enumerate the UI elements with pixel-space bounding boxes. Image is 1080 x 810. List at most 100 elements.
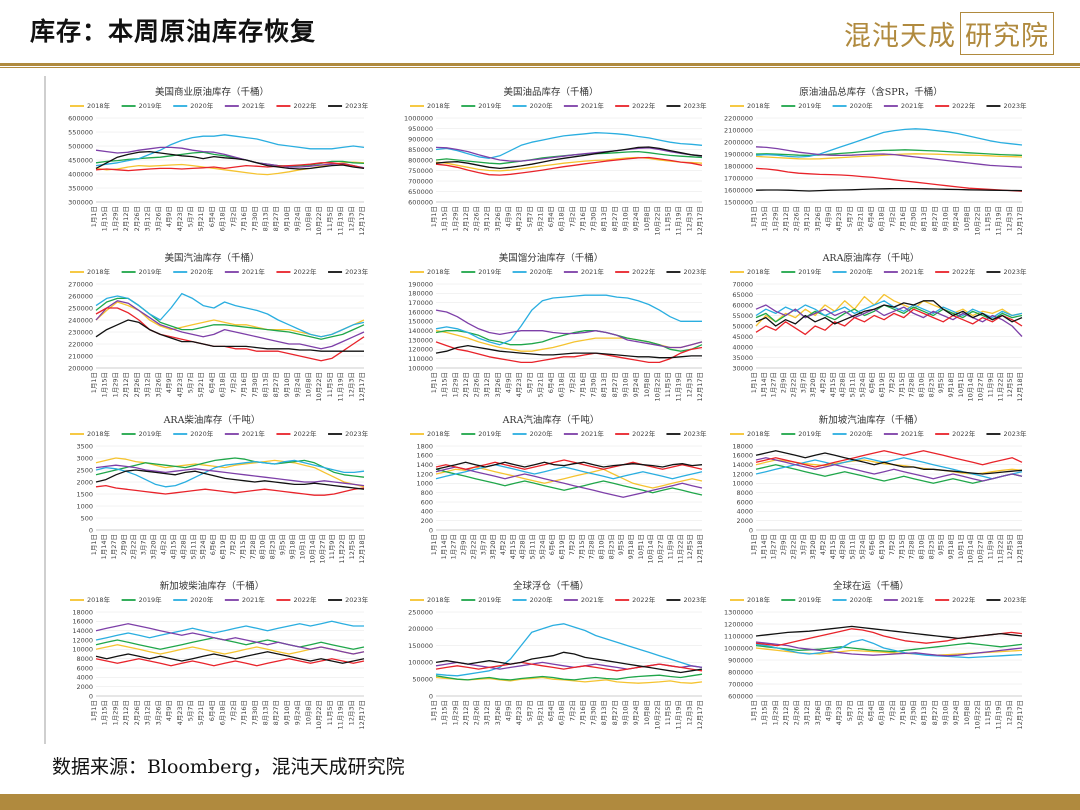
series-line-3 (95, 620, 364, 641)
y-tick-label: 14000 (72, 627, 93, 635)
x-tick-label: 8月13日 (920, 700, 928, 725)
x-tick-label: 11月22日 (996, 534, 1004, 564)
x-tick-label: 12月18日 (1016, 534, 1024, 564)
x-tick-label: 6月19日 (878, 534, 886, 559)
y-tick-label: 4000 (76, 674, 93, 682)
series-line-3 (755, 457, 1023, 480)
x-tick-label: 8月13日 (262, 372, 270, 397)
y-tick-label: 12000 (72, 636, 93, 644)
x-tick-label: 7月30日 (251, 700, 259, 725)
legend-label-6: 2023年 (683, 101, 707, 110)
x-tick-label: 10月8日 (304, 206, 312, 231)
y-tick-label: 800000 (728, 668, 753, 676)
y-tick-label: 270000 (68, 280, 93, 288)
series-line-4 (755, 641, 1023, 657)
x-tick-label: 12月17日 (696, 372, 704, 402)
y-tick-label: 850000 (408, 146, 433, 154)
x-tick-label: 5月11日 (849, 534, 857, 559)
x-tick-label: 1月1日 (750, 700, 758, 721)
x-tick-label: 3月20日 (150, 534, 158, 559)
x-tick-label: 6月6日 (868, 372, 876, 393)
x-tick-label: 1月14日 (440, 534, 448, 559)
legend-label-6: 2023年 (345, 429, 369, 438)
x-tick-label: 2月26日 (473, 700, 481, 725)
chart-panel-8: ARA汽油库存（千吨） 2018年 2019年 2020年 2021年 2022年 2023… (410, 414, 707, 564)
x-tick-label: 8月27日 (611, 700, 619, 725)
y-tick-label: 0 (749, 526, 753, 534)
x-tick-label: 8月27日 (931, 700, 939, 725)
series-line-5 (435, 341, 703, 364)
x-tick-label: 3月12日 (144, 372, 152, 397)
x-tick-label: 11月5日 (664, 372, 672, 397)
legend-label-2: 2019年 (798, 429, 822, 438)
chart-panel-4: 美国汽油库存（千桶） 2018年 2019年 2020年 2021年 2022年 2023年… (68, 252, 368, 402)
legend-label-1: 2018年 (427, 595, 451, 604)
legend-label-2: 2019年 (139, 101, 163, 110)
x-tick-label: 1月1日 (430, 534, 438, 555)
series-line-3 (435, 623, 703, 677)
x-tick-label: 9月18日 (947, 372, 955, 397)
source-note: 数据来源：Bloomberg，混沌天成研究院 (52, 756, 405, 778)
x-tick-label: 2月9日 (120, 534, 128, 555)
series-line-4 (435, 309, 703, 349)
x-tick-label: 11月5日 (984, 206, 992, 231)
x-tick-label: 2月12日 (462, 372, 470, 397)
series-line-5 (435, 156, 703, 176)
x-tick-label: 4月2日 (499, 534, 507, 555)
y-tick-label: 450000 (68, 156, 93, 164)
y-tick-label: 0 (89, 526, 93, 534)
x-tick-label: 4月9日 (824, 206, 832, 227)
x-tick-label: 1月29日 (111, 206, 119, 231)
chart-panel-9: 新加坡汽油库存（千桶） 2018年 2019年 2020年 2021年 2022年 2023… (730, 414, 1027, 564)
legend-label-4: 2021年 (581, 101, 605, 110)
series-line-6 (435, 344, 702, 359)
legend-label-1: 2018年 (87, 267, 111, 276)
y-tick-label: 40000 (732, 343, 753, 351)
x-tick-label: 6月6日 (209, 534, 217, 555)
legend-label-6: 2023年 (1003, 429, 1027, 438)
legend-label-1: 2018年 (427, 429, 451, 438)
legend-label-6: 2023年 (1003, 595, 1027, 604)
x-tick-label: 9月18日 (289, 534, 297, 559)
x-tick-label: 12月5日 (686, 534, 694, 559)
x-tick-label: 6月19日 (878, 372, 886, 397)
series-line-5 (435, 661, 703, 672)
series-line-6 (95, 651, 365, 664)
legend-label-1: 2018年 (87, 595, 111, 604)
x-tick-label: 10月8日 (963, 206, 971, 231)
x-tick-label: 1月15日 (761, 206, 769, 231)
x-tick-label: 9月10日 (942, 700, 950, 725)
y-tick-label: 1000000 (724, 644, 753, 652)
y-tick-label: 1600 (416, 452, 433, 460)
x-tick-label: 6月18日 (878, 206, 886, 231)
x-tick-label: 12月17日 (358, 700, 366, 730)
x-tick-label: 8月10日 (917, 372, 925, 397)
series-line-6 (95, 150, 365, 170)
x-tick-label: 7月15日 (898, 534, 906, 559)
y-tick-label: 0 (89, 692, 93, 700)
x-tick-label: 7月28日 (588, 534, 596, 559)
x-tick-label: 10月1日 (298, 534, 306, 559)
series-line-1 (95, 457, 365, 488)
y-tick-label: 260000 (68, 292, 93, 300)
x-tick-label: 4月28日 (519, 534, 527, 559)
y-tick-label: 900000 (408, 135, 433, 143)
x-tick-label: 1月1日 (90, 372, 98, 393)
x-tick-label: 1月15日 (761, 700, 769, 725)
x-tick-label: 1月27日 (110, 534, 118, 559)
x-tick-label: 5月7日 (186, 372, 194, 393)
chart-panel-1: 美国商业原油库存（千桶） 2018年 2019年 2020年 2021年 2022年 202… (68, 86, 368, 236)
x-tick-label: 7月15日 (578, 534, 586, 559)
x-tick-label: 4月15日 (829, 534, 837, 559)
x-tick-label: 5月24日 (538, 534, 546, 559)
footer-bar (0, 794, 1080, 810)
x-tick-label: 1月1日 (90, 534, 98, 555)
legend-label-3: 2020年 (190, 595, 214, 604)
x-tick-label: 8月27日 (272, 372, 280, 397)
y-tick-label: 2000 (736, 517, 753, 525)
series-line-4 (755, 146, 1023, 168)
x-tick-label: 11月19日 (995, 700, 1003, 730)
y-tick-label: 55000 (732, 312, 753, 320)
x-tick-label: 7月28日 (908, 372, 916, 397)
y-tick-label: 150000 (408, 642, 433, 650)
